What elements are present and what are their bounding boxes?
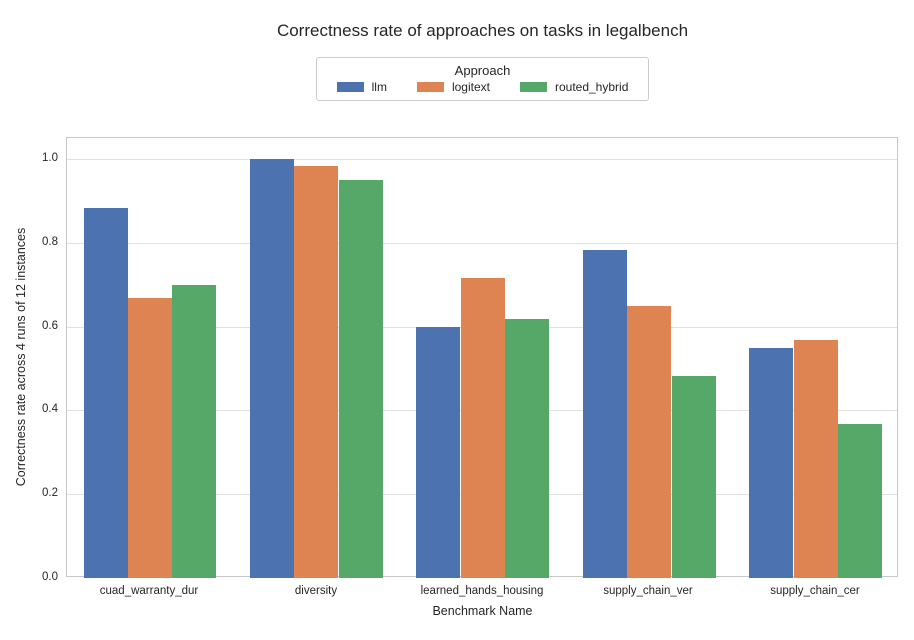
legend-label-llm: llm	[371, 80, 387, 94]
x-axis-label: Benchmark Name	[432, 604, 533, 618]
x-tick-supply_chain_ver: supply_chain_ver	[603, 585, 693, 597]
bar-logitext-diversity	[294, 166, 338, 578]
bar-logitext-cuad_warranty_dur	[128, 298, 172, 578]
legend: Approach llm logitext routed_hybrid	[316, 57, 649, 101]
legend-item-llm: llm	[336, 80, 387, 94]
legend-label-logitext: logitext	[451, 80, 490, 94]
legend-swatch-llm	[336, 82, 364, 92]
legend-items: llm logitext routed_hybrid	[336, 80, 629, 94]
bar-logitext-supply_chain_ver	[627, 306, 671, 578]
y-tick-0.0: 0.0	[42, 571, 58, 583]
legend-item-logitext: logitext	[416, 80, 490, 94]
y-tick-1.0: 1.0	[42, 152, 58, 164]
y-tick-0.6: 0.6	[42, 320, 58, 332]
bar-llm-cuad_warranty_dur	[84, 208, 128, 578]
bar-logitext-learned_hands_housing	[461, 278, 505, 578]
y-tick-0.4: 0.4	[42, 403, 58, 415]
bar-routed_hybrid-supply_chain_ver	[672, 376, 716, 578]
bar-routed_hybrid-learned_hands_housing	[505, 319, 549, 578]
bar-routed_hybrid-diversity	[339, 180, 383, 578]
legend-swatch-logitext	[416, 82, 444, 92]
bar-routed_hybrid-supply_chain_cer	[838, 424, 882, 578]
bar-llm-learned_hands_housing	[416, 327, 460, 578]
bar-llm-diversity	[250, 159, 294, 578]
plot-area	[66, 137, 898, 578]
gridline-y-0.8	[67, 243, 897, 244]
legend-title: Approach	[454, 63, 511, 78]
bar-logitext-supply_chain_cer	[794, 340, 838, 578]
y-tick-0.8: 0.8	[42, 236, 58, 248]
y-tick-0.2: 0.2	[42, 487, 58, 499]
x-tick-learned_hands_housing: learned_hands_housing	[420, 585, 544, 597]
bar-routed_hybrid-cuad_warranty_dur	[172, 285, 216, 578]
x-tick-supply_chain_cer: supply_chain_cer	[770, 585, 860, 597]
bar-llm-supply_chain_cer	[749, 348, 793, 578]
bar-llm-supply_chain_ver	[583, 250, 627, 578]
legend-label-routed_hybrid: routed_hybrid	[554, 80, 629, 94]
gridline-y-1.0	[67, 159, 897, 160]
chart-title: Correctness rate of approaches on tasks …	[276, 21, 689, 40]
legend-item-routed_hybrid: routed_hybrid	[519, 80, 629, 94]
x-tick-cuad_warranty_dur: cuad_warranty_dur	[99, 585, 199, 597]
legend-swatch-routed_hybrid	[519, 82, 547, 92]
y-axis-label: Correctness rate across 4 runs of 12 ins…	[14, 227, 28, 487]
x-tick-diversity: diversity	[294, 585, 338, 597]
